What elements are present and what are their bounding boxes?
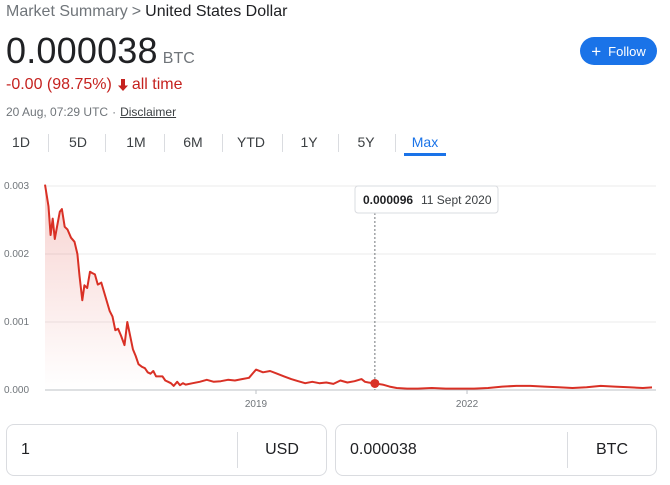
- price-change: -0.00 (98.75%) all time: [6, 76, 183, 94]
- from-currency-select[interactable]: USD: [265, 441, 299, 458]
- tooltip-date: 11 Sept 2020: [421, 193, 492, 207]
- price-area: [45, 184, 652, 390]
- meta-separator: ·: [112, 105, 117, 119]
- x-tick-label: 2019: [245, 399, 268, 410]
- tab-max[interactable]: Max: [404, 130, 446, 156]
- price-unit: BTC: [162, 50, 195, 67]
- y-tick-label: 0.002: [4, 249, 29, 260]
- to-amount-input[interactable]: 0.000038: [350, 441, 417, 458]
- y-tick-label: 0.003: [4, 181, 29, 192]
- plus-icon: +: [591, 41, 602, 61]
- tab-5d[interactable]: 5D: [69, 134, 87, 150]
- down-arrow-icon: [117, 78, 129, 92]
- from-amount-input[interactable]: 1: [21, 441, 30, 458]
- tab-divider: [105, 134, 106, 152]
- price-value: 0.000038: [6, 30, 158, 71]
- tab-divider: [222, 134, 223, 152]
- breadcrumb-separator: >: [131, 3, 142, 20]
- x-tick-label: 2022: [456, 399, 479, 410]
- to-currency-select[interactable]: BTC: [596, 441, 628, 458]
- disclaimer-link[interactable]: Disclaimer: [120, 105, 177, 119]
- price-line: [44, 184, 653, 390]
- tab-divider: [338, 134, 339, 152]
- timestamp: 20 Aug, 07:29 UTC: [6, 105, 109, 119]
- currency-from: 1 USD: [6, 424, 327, 476]
- chart-tooltip: 0.000096 11 Sept 2020: [354, 185, 499, 214]
- breadcrumb-current: United States Dollar: [145, 3, 288, 20]
- price-row: 0.000038 BTC: [6, 30, 195, 72]
- breadcrumb-parent-link[interactable]: Market Summary: [6, 3, 128, 20]
- follow-button[interactable]: + Follow: [580, 37, 657, 65]
- tab-5y[interactable]: 5Y: [357, 134, 375, 150]
- follow-label: Follow: [608, 43, 646, 59]
- converter-divider: [237, 432, 238, 468]
- tooltip-box: [354, 185, 499, 214]
- tab-divider: [48, 134, 49, 152]
- tab-divider: [282, 134, 283, 152]
- tab-1m[interactable]: 1M: [126, 134, 146, 150]
- converter-divider: [567, 432, 568, 468]
- price-chart[interactable]: 0.003 0.002 0.001 0.000 2019 2022 0.000096 11…: [0, 170, 670, 410]
- tooltip-value: 0.000096: [363, 193, 413, 207]
- hover-point: [370, 378, 380, 388]
- tab-1y[interactable]: 1Y: [300, 134, 318, 150]
- tab-divider: [164, 134, 165, 152]
- currency-to: 0.000038 BTC: [335, 424, 657, 476]
- change-text: -0.00 (98.75%): [6, 76, 112, 93]
- change-period: all time: [131, 76, 183, 93]
- breadcrumb: Market Summary > United States Dollar: [6, 3, 287, 21]
- tab-divider: [395, 134, 396, 152]
- timestamp-row: 20 Aug, 07:29 UTC · Disclaimer: [6, 105, 176, 119]
- tab-1d[interactable]: 1D: [12, 134, 30, 150]
- tab-6m[interactable]: 6M: [183, 134, 203, 150]
- tab-ytd[interactable]: YTD: [237, 134, 265, 150]
- y-tick-label: 0.000: [4, 385, 29, 396]
- time-range-tabs: 1D 5D 1M 6M YTD 1Y 5Y Max: [0, 130, 670, 156]
- y-tick-label: 0.001: [4, 317, 29, 328]
